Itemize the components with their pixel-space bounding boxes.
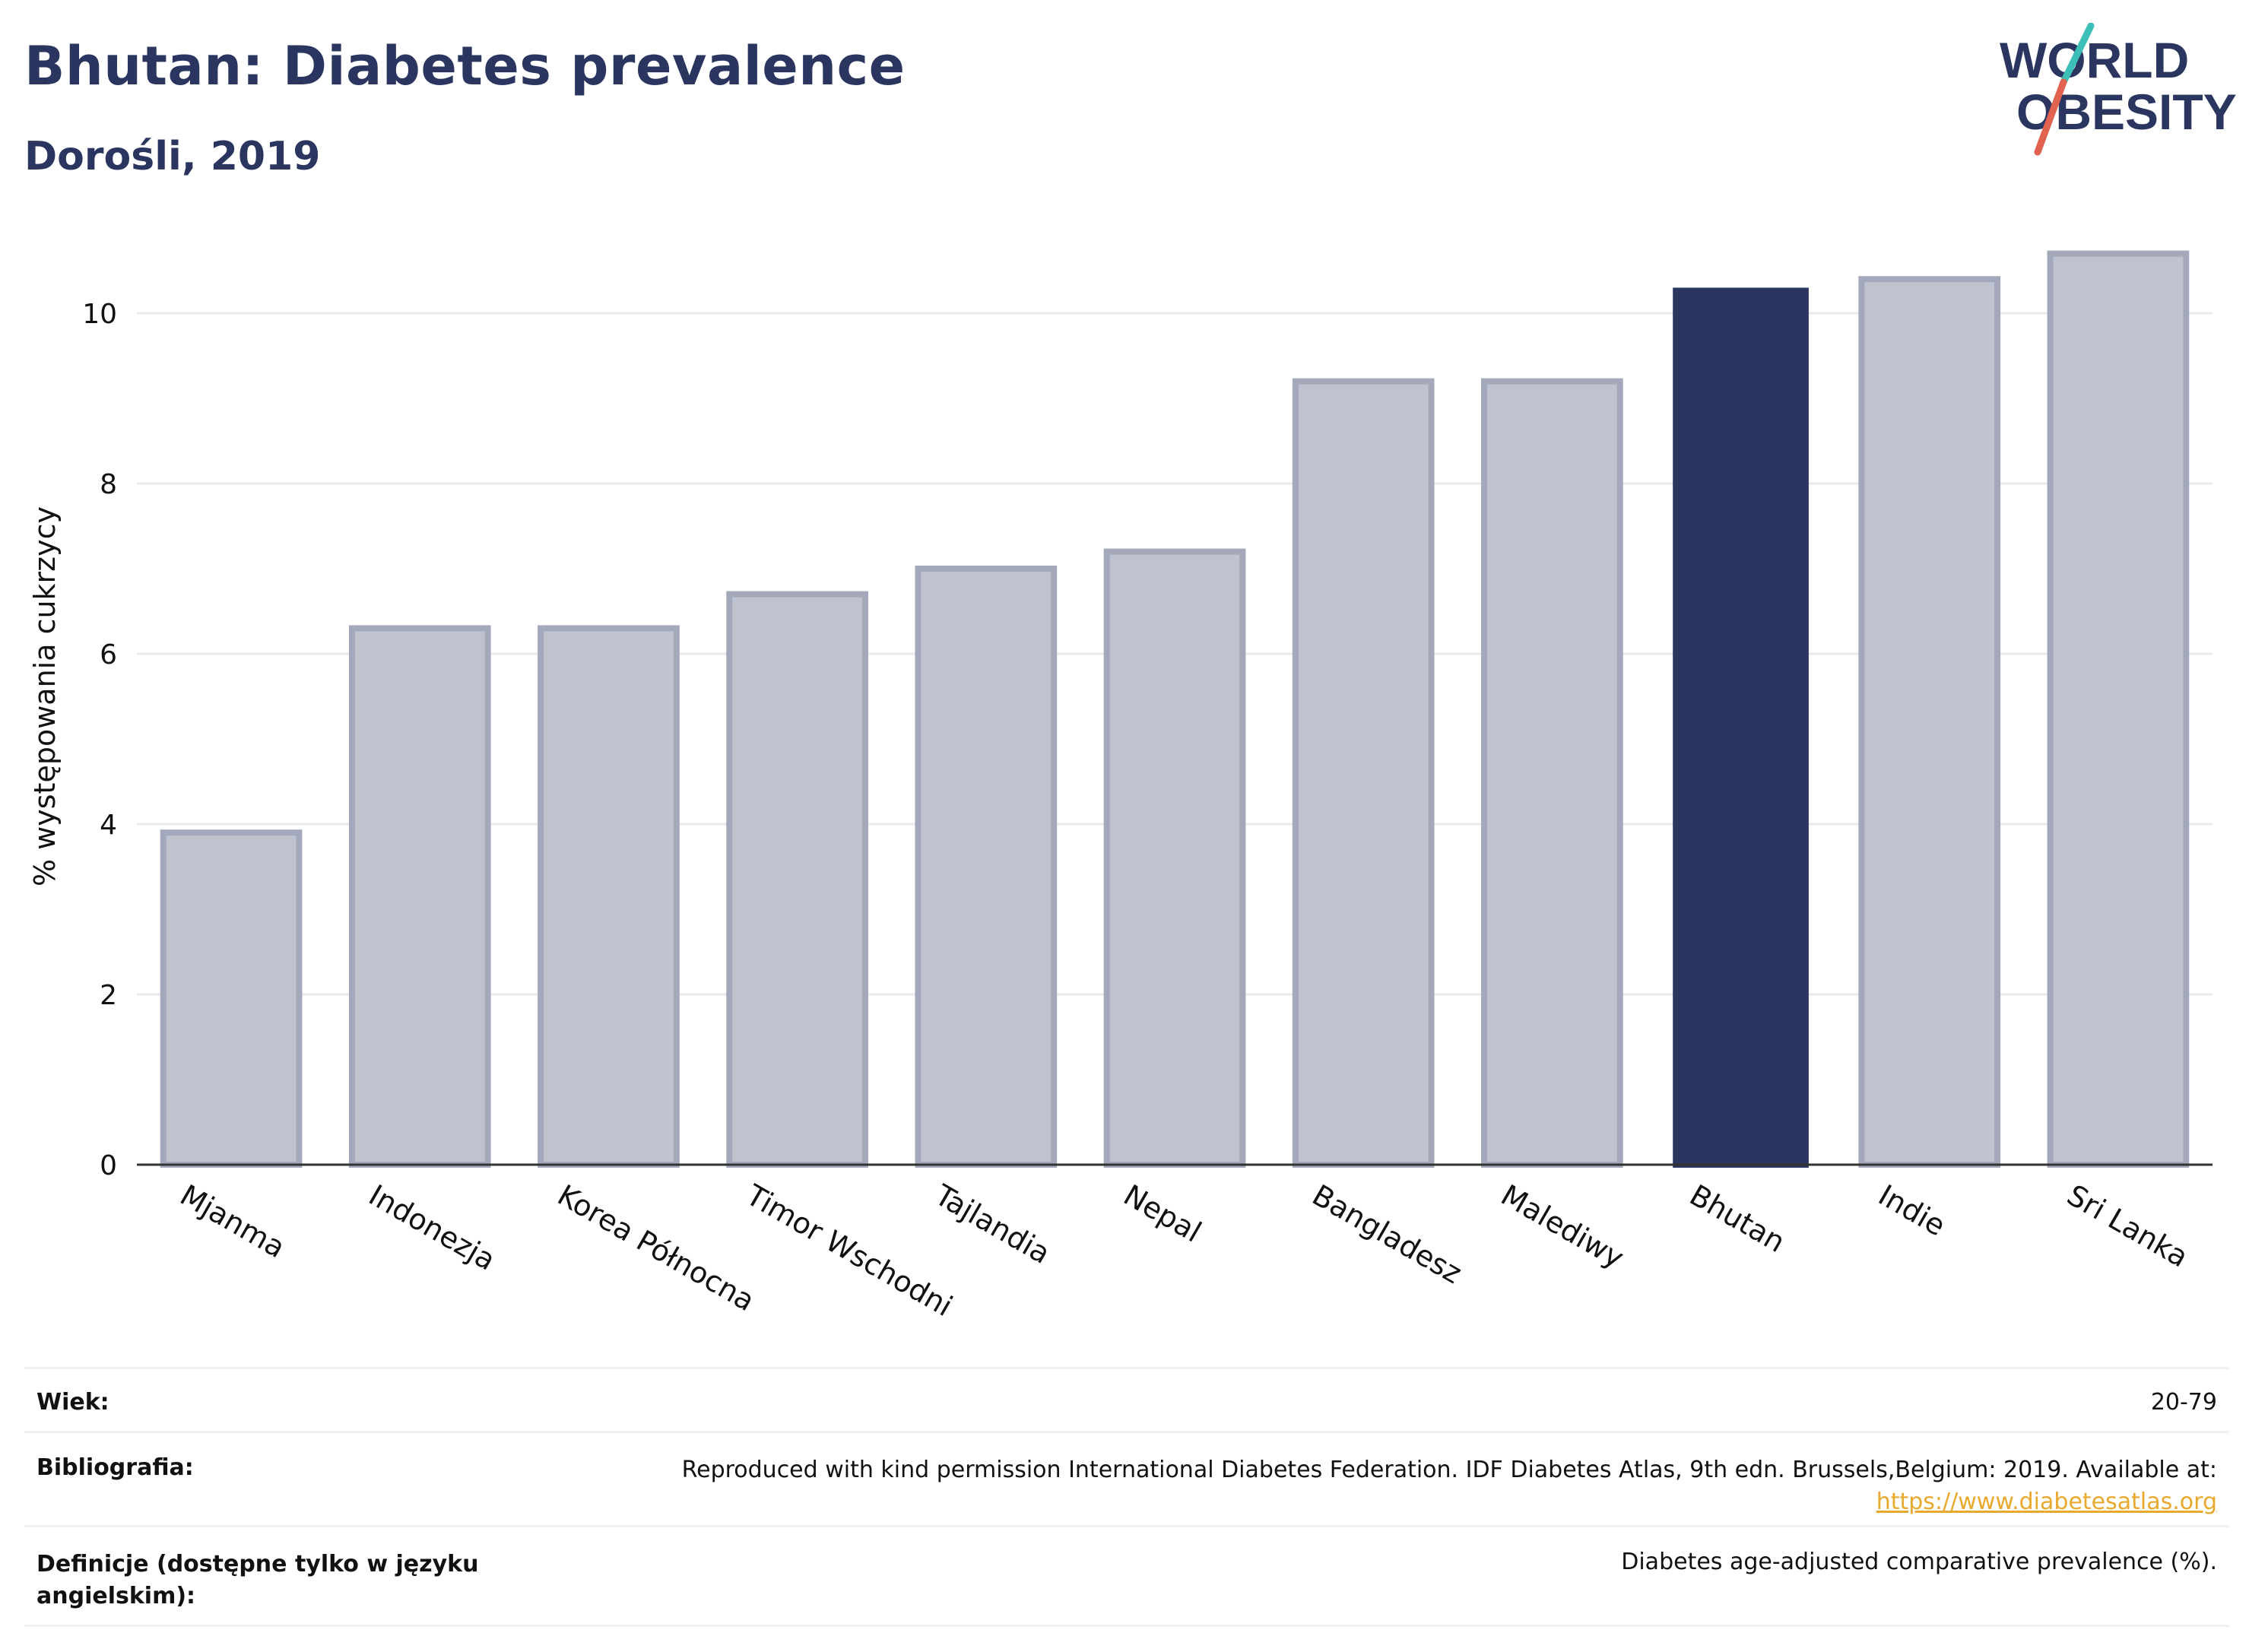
x-tick-label: Indonezja xyxy=(363,1178,501,1277)
bibliography-link[interactable]: https://www.diabetesatlas.org xyxy=(1876,1489,2217,1515)
bibliography-text: Reproduced with kind permission Internat… xyxy=(681,1457,2217,1483)
world-obesity-logo: WORLD OBESITY xyxy=(2000,23,2237,156)
meta-row-age: Wiek: 20-79 xyxy=(24,1367,2229,1433)
x-tick-label: Sri Lanka xyxy=(2061,1178,2193,1274)
bar-indonezja xyxy=(348,625,491,1168)
bibliography-label: Bibliografia: xyxy=(36,1454,194,1481)
age-value: 20-79 xyxy=(2150,1389,2217,1416)
age-label: Wiek: xyxy=(36,1389,109,1416)
y-tick-label: 6 xyxy=(100,639,117,671)
bar-chart: 0 2 4 6 8 10 Mjanma Indonezja Korea PółnocnaTim… xyxy=(28,250,2213,1323)
definitions-label-line1: Definicje (dostępne tylko w języku xyxy=(36,1551,479,1577)
logo-slash-teal xyxy=(2060,23,2095,86)
x-tick-label: Malediwy xyxy=(1496,1178,1629,1275)
definitions-label: Definicje (dostępne tylko w języku angie… xyxy=(36,1549,478,1612)
logo-line1: WORLD xyxy=(2000,32,2189,88)
meta-row-definitions: Definicje (dostępne tylko w języku angie… xyxy=(24,1525,2229,1627)
bar-bangladesz xyxy=(1292,378,1435,1168)
x-tick-label: Bangladesz xyxy=(1307,1178,1467,1290)
x-tick-label: Indie xyxy=(1873,1178,1951,1243)
y-axis-label: % występowania cukrzycy xyxy=(28,506,62,886)
bar-korea-północna xyxy=(538,625,680,1168)
bar-indie xyxy=(1858,276,2001,1168)
y-tick-labels: 0 2 4 6 8 10 xyxy=(82,299,117,1181)
y-tick-label: 2 xyxy=(100,980,117,1011)
y-tick-label: 0 xyxy=(100,1150,117,1181)
logo-slash-red xyxy=(2034,78,2067,156)
chart-title: Bhutan: Diabetes prevalence xyxy=(24,35,906,97)
bar-malediwy xyxy=(1481,378,1623,1168)
y-tick-label: 10 xyxy=(82,299,117,330)
x-tick-label: Bhutan xyxy=(1684,1178,1791,1259)
bar-timor-wschodni xyxy=(726,591,868,1168)
bibliography-value: Reproduced with kind permission Internat… xyxy=(682,1454,2217,1518)
bar-tajlandia xyxy=(915,566,1058,1168)
x-tick-label: Mjanma xyxy=(175,1178,291,1265)
bars xyxy=(160,250,2190,1168)
bar-mjanma xyxy=(160,829,303,1168)
definitions-value: Diabetes age-adjusted comparative preval… xyxy=(1621,1549,2217,1575)
y-tick-label: 4 xyxy=(100,810,117,841)
x-tick-label: Timor Wschodni xyxy=(740,1178,958,1323)
x-tick-label: Korea Północna xyxy=(552,1178,760,1318)
x-tick-label: Tajlandia xyxy=(928,1178,1055,1270)
definitions-label-line2: angielskim): xyxy=(36,1583,196,1609)
bar-nepal xyxy=(1103,548,1246,1168)
y-tick-label: 8 xyxy=(100,469,117,500)
bar-bhutan xyxy=(1673,287,1809,1168)
meta-row-bibliography: Bibliografia: Reproduced with kind permi… xyxy=(24,1431,2229,1527)
bar-sri-lanka xyxy=(2047,250,2190,1168)
chart-subtitle: Dorośli, 2019 xyxy=(24,134,321,179)
x-tick-label: Nepal xyxy=(1118,1178,1207,1249)
